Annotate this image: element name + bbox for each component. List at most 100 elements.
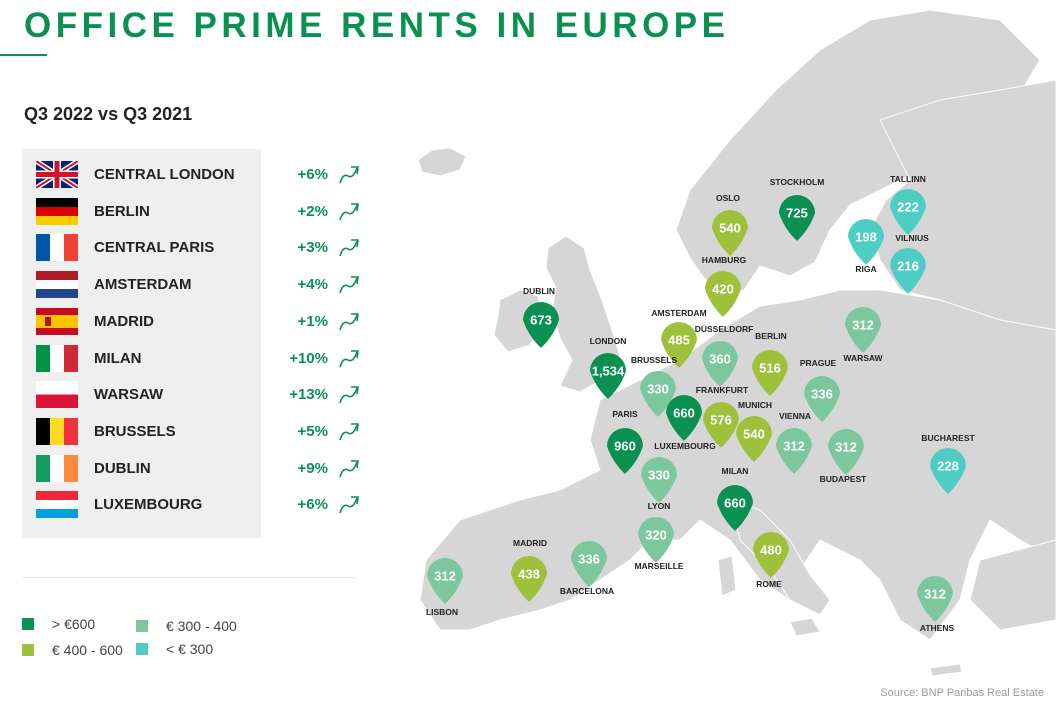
pin-athens: 312 ATHENS xyxy=(917,576,954,633)
rent-value: 360 xyxy=(709,352,731,367)
rent-value: 516 xyxy=(759,361,781,376)
pin-oslo: 540 OSLO xyxy=(712,193,748,256)
city-name: CENTRAL LONDON xyxy=(94,166,235,183)
city-name: MILAN xyxy=(94,349,142,367)
map-marker-icon xyxy=(640,371,676,417)
map-marker-icon xyxy=(776,428,812,474)
pin-munich: 540 MUNICH xyxy=(736,400,772,462)
city-label: FRANKFURT xyxy=(696,385,749,395)
city-name: WARSAW xyxy=(94,386,164,404)
rent-value: 540 xyxy=(719,221,741,236)
rent-value: 660 xyxy=(673,406,695,421)
rent-value: 198 xyxy=(855,230,877,245)
rent-row-poland: WARSAW +13% xyxy=(22,380,382,410)
page-title: OFFICE PRIME RENTS IN EUROPE xyxy=(24,6,730,45)
pin-bucharest: 228 BUCHAREST xyxy=(921,433,975,494)
pin-düsseldorf: 360 DÜSSELDORF xyxy=(695,324,754,387)
rent-value: 320 xyxy=(645,528,667,543)
map-marker-icon xyxy=(703,402,739,448)
rent-value: 960 xyxy=(614,439,636,454)
city-label: STOCKHOLM xyxy=(770,177,825,187)
rent-change: +2% xyxy=(297,202,328,220)
map-marker-icon xyxy=(523,302,559,348)
rent-change: +1% xyxy=(297,312,328,330)
map-marker-icon xyxy=(828,429,864,475)
period-subtitle: Q3 2022 vs Q3 2021 xyxy=(24,104,193,124)
map-marker-icon xyxy=(705,271,741,317)
pin-rome: 480 ROME xyxy=(753,532,789,589)
trend-up-arrow-icon xyxy=(338,312,360,337)
map-marker-icon xyxy=(638,517,674,563)
trend-up-arrow-icon xyxy=(338,275,360,300)
rent-value: 480 xyxy=(760,543,782,558)
trend-up-arrow-icon xyxy=(338,202,360,227)
rent-value: 330 xyxy=(648,468,670,483)
rent-value: 312 xyxy=(434,569,456,584)
city-name: BERLIN xyxy=(94,202,150,220)
legend-swatch xyxy=(136,643,148,655)
pin-brussels: 330 BRUSSELS xyxy=(631,355,677,417)
city-label: WARSAW xyxy=(843,353,883,363)
legend-divider xyxy=(22,577,356,578)
city-name: BRUSSELS xyxy=(94,422,176,440)
pin-paris: 960 PARIS xyxy=(607,409,643,474)
city-label: VILNIUS xyxy=(895,233,929,243)
pin-riga: 198 RIGA xyxy=(848,219,884,274)
map-marker-icon xyxy=(845,307,881,353)
city-name: MADRID xyxy=(94,312,154,330)
pin-vienna: 312 VIENNA xyxy=(776,411,812,474)
map-marker-icon xyxy=(752,350,788,396)
pin-prague: 336 PRAGUE xyxy=(800,358,840,422)
map-marker-icon xyxy=(427,558,463,604)
rent-change: +3% xyxy=(297,239,328,257)
city-label: LYON xyxy=(648,501,671,511)
city-label: TALLINN xyxy=(890,174,926,184)
city-label: HAMBURG xyxy=(702,255,747,265)
italy-flag-icon xyxy=(36,344,78,372)
belgium-flag-icon xyxy=(36,417,78,445)
map-marker-icon xyxy=(890,189,926,235)
iceland-shape xyxy=(417,147,467,177)
rent-value: 540 xyxy=(743,427,765,442)
pin-milan: 660 MILAN xyxy=(717,466,753,531)
trend-up-arrow-icon xyxy=(338,422,360,447)
pin-frankfurt: 576 FRANKFURT xyxy=(696,385,749,448)
city-name: AMSTERDAM xyxy=(94,276,192,294)
rent-row-ireland: DUBLIN +9% xyxy=(22,454,382,484)
city-label: DUBLIN xyxy=(523,286,555,296)
legend-swatch xyxy=(22,644,34,656)
britain-shape xyxy=(545,235,621,393)
legend-swatch xyxy=(136,620,148,632)
city-name: DUBLIN xyxy=(94,459,151,477)
spain-flag-icon xyxy=(36,307,78,335)
rent-value: 228 xyxy=(937,459,959,474)
city-label: DÜSSELDORF xyxy=(695,324,754,334)
turkey-shape xyxy=(969,539,1056,631)
sardinia-shape xyxy=(717,555,737,597)
city-label: BUCHAREST xyxy=(921,433,975,443)
city-label: AMSTERDAM xyxy=(651,308,706,318)
map-marker-icon xyxy=(702,341,738,387)
poland-flag-icon xyxy=(36,381,78,409)
rent-value: 336 xyxy=(578,552,600,567)
pin-lyon: 330 LYON xyxy=(641,457,677,511)
legend-swatch xyxy=(22,618,34,630)
map-marker-icon xyxy=(590,353,626,399)
netherlands-flag-icon xyxy=(36,271,78,299)
city-label: ROME xyxy=(756,579,782,589)
map-marker-icon xyxy=(717,485,753,531)
rent-change: +5% xyxy=(297,422,328,440)
city-label: LISBON xyxy=(426,607,458,617)
city-label: VIENNA xyxy=(779,411,811,421)
trend-up-arrow-icon xyxy=(338,349,360,374)
pin-tallinn: 222 TALLINN xyxy=(890,174,926,235)
map-marker-icon xyxy=(661,322,697,368)
rent-value: 216 xyxy=(897,259,919,274)
title-underline xyxy=(0,54,47,56)
map-marker-icon xyxy=(930,448,966,494)
pin-marseille: 320 MARSEILLE xyxy=(634,517,684,571)
rent-value: 673 xyxy=(530,313,552,328)
trend-up-arrow-icon xyxy=(338,385,360,410)
city-label: BARCELONA xyxy=(560,586,614,596)
pin-barcelona: 336 BARCELONA xyxy=(560,540,614,596)
